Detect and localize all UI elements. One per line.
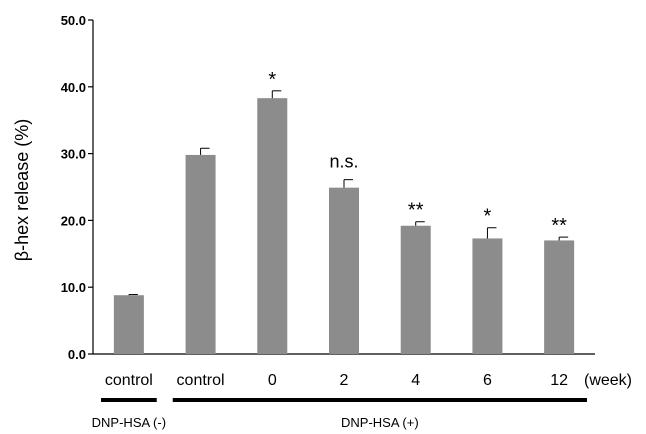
bar xyxy=(185,154,216,354)
category-label: 0 xyxy=(268,372,277,389)
category-label: 6 xyxy=(483,372,492,389)
category-label: control xyxy=(105,372,153,389)
significance-label: * xyxy=(484,206,492,228)
category-label: 4 xyxy=(411,372,420,389)
treatment-groups: DNP-HSA (-) DNP-HSA (+) xyxy=(92,398,587,430)
y-tick-label: 0.0 xyxy=(68,347,86,362)
significance-annotations: *n.s.** * ** xyxy=(268,69,567,237)
bar xyxy=(113,295,144,354)
significance-label: ** xyxy=(408,200,424,222)
group-label: DNP-HSA (+) xyxy=(341,415,419,430)
group-label: DNP-HSA (-) xyxy=(92,415,166,430)
category-label: control xyxy=(177,372,225,389)
y-tick-label: 40.0 xyxy=(61,80,86,95)
bar-series xyxy=(113,98,575,354)
category-label: 2 xyxy=(340,372,349,389)
error-bars xyxy=(128,90,569,296)
significance-label: n.s. xyxy=(329,152,358,172)
category-labels: control control 0 2 4 6 12 xyxy=(105,372,568,389)
bar xyxy=(257,98,288,354)
bar xyxy=(544,240,575,354)
bar xyxy=(400,225,431,354)
y-tick-label: 20.0 xyxy=(61,213,86,228)
y-tick-label: 10.0 xyxy=(61,280,86,295)
y-tick-label: 50.0 xyxy=(61,13,86,28)
significance-label: ** xyxy=(551,215,567,237)
x-unit-label: (week) xyxy=(584,372,632,389)
significance-label: * xyxy=(268,69,276,91)
bar xyxy=(329,187,359,354)
y-tick-label: 30.0 xyxy=(61,147,86,162)
bar xyxy=(472,238,503,354)
y-axis-label: β-hex release (%) xyxy=(12,119,32,261)
y-axis-ticks: 0.0 10.0 20.0 30.0 40.0 50.0 xyxy=(61,13,93,362)
category-label: 12 xyxy=(550,372,568,389)
